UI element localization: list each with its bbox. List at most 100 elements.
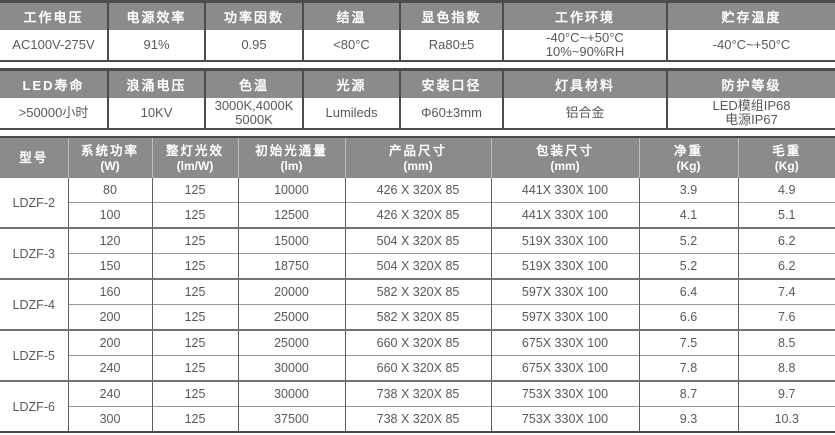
spec-value-mount-diameter: Φ60±3mm xyxy=(399,98,503,129)
table-cell: 9.3 xyxy=(638,406,738,432)
table-cell: 426 X 320X 85 xyxy=(344,178,491,203)
spec-header-power-factor: 功率因数 xyxy=(204,1,303,30)
table-cell: 7.8 xyxy=(638,355,738,381)
table-cell: 125 xyxy=(151,178,238,203)
table-cell: 6.4 xyxy=(638,278,738,305)
table-cell: 125 xyxy=(151,380,238,407)
column-header-package-size: 包装尺寸 (mm) xyxy=(490,137,639,178)
table-cell: 9.7 xyxy=(737,380,835,407)
table-cell: 37500 xyxy=(237,406,345,432)
table-row: 300 125 37500 738 X 320X 85 753X 330X 100 9.3… xyxy=(0,406,835,432)
table-cell: 20000 xyxy=(237,278,345,305)
table-cell: 753X 330X 100 xyxy=(490,406,639,432)
table-row: 150 125 18750 504 X 320X 85 519X 330X 100 5.2… xyxy=(0,253,835,279)
spec-header-working-voltage: 工作电压 xyxy=(0,1,108,30)
table-cell: 25000 xyxy=(237,329,345,356)
spec-value-working-voltage: AC100V-275V xyxy=(12,37,95,52)
table-cell: 240 xyxy=(67,380,152,407)
model-cell: LDZF-3 xyxy=(0,227,68,279)
table-cell: 5.2 xyxy=(638,227,738,254)
spec-value-working-env: -40°C~+50°C 10%~90%RH xyxy=(502,30,667,61)
table-cell: 5.2 xyxy=(638,253,738,279)
table-cell: 10000 xyxy=(237,178,345,203)
table-cell: 675X 330X 100 xyxy=(490,355,639,381)
spec-value-led-lifetime: >50000小时 xyxy=(18,105,89,120)
spec-value-cri: Ra80±5 xyxy=(399,30,503,61)
table-row: 100 125 12500 426 X 320X 85 441X 330X 100 4.1… xyxy=(0,202,835,228)
spec-header-color-temp: 色温 xyxy=(204,69,303,98)
table-cell: 504 X 320X 85 xyxy=(344,253,491,279)
table-cell: 25000 xyxy=(237,304,345,330)
table-cell: 10.3 xyxy=(737,406,835,432)
table-cell: 30000 xyxy=(237,355,345,381)
table-cell: 120 xyxy=(67,227,152,254)
table-cell: 582 X 320X 85 xyxy=(344,278,491,305)
table-cell: 8.5 xyxy=(737,329,835,356)
table-cell: 160 xyxy=(67,278,152,305)
spec-header-cri: 显色指数 xyxy=(399,1,503,30)
spec-value-surge-voltage: 10KV xyxy=(107,98,205,129)
table-cell: 100 xyxy=(67,202,152,228)
table-cell: 738 X 320X 85 xyxy=(344,380,491,407)
spec-value-power-factor: 0.95 xyxy=(204,30,303,61)
table-cell: 8.8 xyxy=(737,355,835,381)
spec-header-ip-rating: 防护等级 xyxy=(666,69,835,98)
column-header-system-power: 系统功率 (W) xyxy=(67,137,152,178)
model-cell: LDZF-4 xyxy=(0,278,68,330)
table-cell: 504 X 320X 85 xyxy=(344,227,491,254)
table-cell: 660 X 320X 85 xyxy=(344,355,491,381)
table-cell: 441X 330X 100 xyxy=(490,178,639,203)
column-header-product-size: 产品尺寸 (mm) xyxy=(344,137,491,178)
table-cell: 582 X 320X 85 xyxy=(344,304,491,330)
table-row: LDZF-5 200 125 25000 660 X 320X 85 675X 330X … xyxy=(0,329,835,381)
table-cell: 660 X 320X 85 xyxy=(344,329,491,356)
main-header-row: 型号 系统功率 (W) 整灯光效 (lm/W) 初始光通量 (lm) 产品尺寸 (mm)… xyxy=(0,137,835,178)
spec-header-light-source: 光源 xyxy=(302,69,400,98)
table-cell: 125 xyxy=(151,406,238,432)
column-header-net-weight: 净重 (Kg) xyxy=(638,137,738,178)
table-cell: 125 xyxy=(151,253,238,279)
table-cell: 8.7 xyxy=(638,380,738,407)
spec-header-power-efficiency: 电源效率 xyxy=(107,1,205,30)
table-row: LDZF-6 240 125 30000 738 X 320X 85 753X 330X … xyxy=(0,380,835,432)
spec-header-surge-voltage: 浪涌电压 xyxy=(107,69,205,98)
column-header-initial-flux: 初始光通量 (lm) xyxy=(237,137,345,178)
spec-value-light-source: Lumileds xyxy=(302,98,400,129)
column-header-model: 型号 xyxy=(0,137,68,178)
table-row: LDZF-4 160 125 20000 582 X 320X 85 597X 330X … xyxy=(0,278,835,330)
table-cell: 125 xyxy=(151,304,238,330)
table-cell: 441X 330X 100 xyxy=(490,202,639,228)
table-cell: 125 xyxy=(151,278,238,305)
table-cell: 675X 330X 100 xyxy=(490,329,639,356)
model-spec-table: 型号 系统功率 (W) 整灯光效 (lm/W) 初始光通量 (lm) 产品尺寸 (mm)… xyxy=(0,136,835,433)
table-cell: 597X 330X 100 xyxy=(490,304,639,330)
table-row: 200 125 25000 582 X 320X 85 597X 330X 100 6.6… xyxy=(0,304,835,330)
table-cell: 6.2 xyxy=(737,227,835,254)
spec-value-color-temp: 3000K,4000K 5000K xyxy=(204,98,303,129)
table-cell: 738 X 320X 85 xyxy=(344,406,491,432)
spec-table-electrical: 工作电压 电源效率 功率因数 结温 显色指数 工作环境 贮存温度 AC100V-… xyxy=(0,0,835,62)
column-header-gross-weight: 毛重 (Kg) xyxy=(737,137,835,178)
table-cell: 753X 330X 100 xyxy=(490,380,639,407)
spec-value-row: >50000小时 10KV 3000K,4000K 5000K Lumileds… xyxy=(0,98,835,129)
table-cell: 15000 xyxy=(237,227,345,254)
spec-table-optical: LED寿命 浪涌电压 色温 光源 安装口径 灯具材料 防护等级 >50000小时… xyxy=(0,68,835,130)
table-cell: 6.6 xyxy=(638,304,738,330)
table-cell: 519X 330X 100 xyxy=(490,253,639,279)
table-cell: 200 xyxy=(67,329,152,356)
model-cell: LDZF-6 xyxy=(0,380,68,432)
table-cell: 7.5 xyxy=(638,329,738,356)
table-cell: 125 xyxy=(151,202,238,228)
table-cell: 200 xyxy=(67,304,152,330)
table-row: LDZF-3 120 125 15000 504 X 320X 85 519X 330X … xyxy=(0,227,835,279)
table-cell: 80 xyxy=(67,178,152,203)
spec-header-mount-diameter: 安装口径 xyxy=(399,69,503,98)
table-cell: 519X 330X 100 xyxy=(490,227,639,254)
table-cell: 597X 330X 100 xyxy=(490,278,639,305)
table-cell: 4.9 xyxy=(737,178,835,203)
spec-header-row: LED寿命 浪涌电压 色温 光源 安装口径 灯具材料 防护等级 xyxy=(0,69,835,98)
table-cell: 300 xyxy=(67,406,152,432)
table-cell: 125 xyxy=(151,329,238,356)
table-cell: 426 X 320X 85 xyxy=(344,202,491,228)
